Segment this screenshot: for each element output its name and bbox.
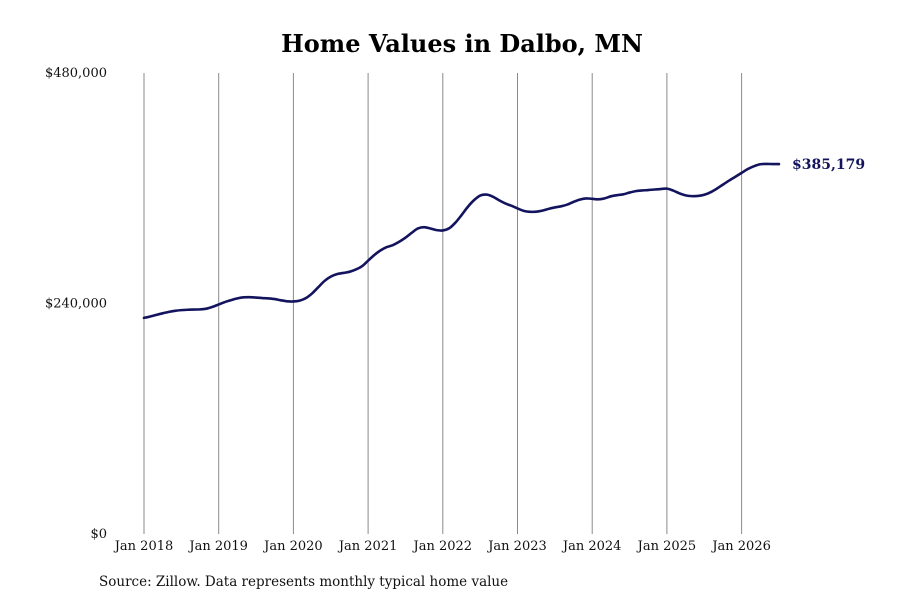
x-axis-ticks: Jan 2018 Jan 2019 Jan 2020 Jan 2021 Jan 2022… <box>113 539 771 554</box>
y-tick-label: $0 <box>90 527 107 542</box>
source-note: Source: Zillow. Data represents monthly … <box>99 574 508 590</box>
x-tick-label: Jan 2022 <box>412 539 473 554</box>
y-axis-ticks: $0 $240,000 $480,000 <box>45 66 107 542</box>
x-tick-label: Jan 2023 <box>486 539 547 554</box>
x-tick-label: Jan 2020 <box>262 539 323 554</box>
x-tick-label: Jan 2019 <box>187 539 248 554</box>
y-tick-label: $240,000 <box>45 297 107 312</box>
x-tick-label: Jan 2018 <box>113 539 174 554</box>
x-tick-label: Jan 2026 <box>710 539 771 554</box>
grid <box>143 73 743 534</box>
x-tick-label: Jan 2021 <box>337 539 398 554</box>
chart-title: Home Values in Dalbo, MN <box>281 29 643 58</box>
x-tick-label: Jan 2024 <box>561 539 622 554</box>
y-tick-label: $480,000 <box>45 66 107 81</box>
x-tick-label: Jan 2025 <box>636 539 697 554</box>
end-value-label: $385,179 <box>792 157 865 173</box>
series-line <box>142 162 781 320</box>
